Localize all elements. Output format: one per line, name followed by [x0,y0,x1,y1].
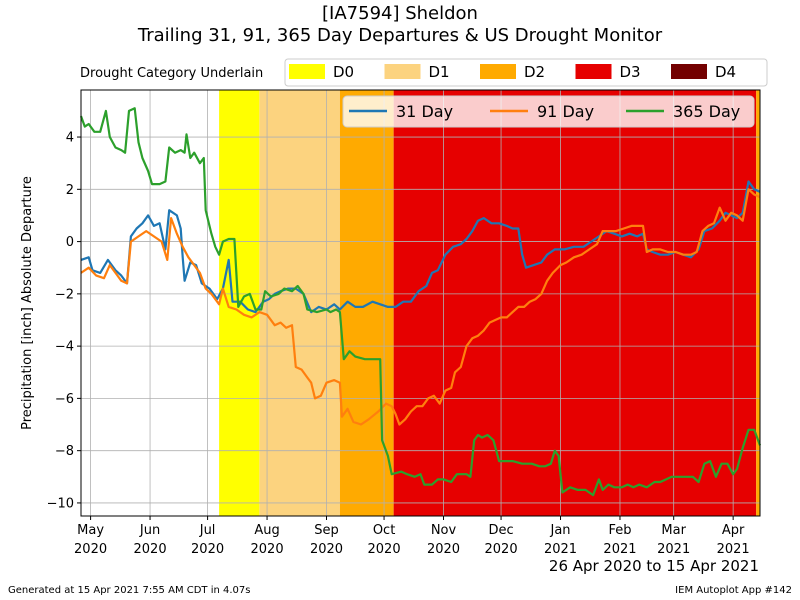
drought-legend-title: Drought Category Underlain [80,66,263,81]
y-tick-label: 4 [66,131,74,146]
drought-legend-label-d2: D2 [524,63,545,81]
y-tick-label: −6 [55,392,74,407]
footer-app-label: IEM Autoplot App #142 [675,585,792,596]
x-tick-label-year: 2021 [657,542,690,557]
x-tick-label-month: Apr [722,523,745,538]
x-tick-label-year: 2020 [310,542,343,557]
x-tick-label-year: 2020 [368,542,401,557]
drought-legend-label-d0: D0 [333,63,354,81]
x-tick-label-year: 2021 [544,542,577,557]
x-tick-label-year: 2020 [427,542,460,557]
drought-legend-swatch-d1 [384,64,421,79]
y-tick-label: 2 [66,183,74,198]
plot-area: −10 −8 −6 −4 −2 0 2 4 May 2020 Jun 2020 Jul 2020 Aug 20… [47,89,762,557]
drought-legend-swatch-d0 [289,64,325,79]
footer-generated-text: Generated at 15 Apr 2021 7:55 AM CDT in … [8,585,251,596]
drought-band-1 [259,90,340,516]
x-tick-label-year: 2020 [134,542,167,557]
drought-legend-label-d4: D4 [715,63,736,81]
plot-frame [80,89,761,517]
y-tick-label: −8 [55,444,74,459]
y-axis-label: Precipitation [inch] Absolute Departure [20,176,35,430]
chart-title-line2: Trailing 31, 91, 365 Day Departures & US… [137,25,663,46]
series-legend-label-2: 365 Day [673,102,740,121]
x-tick-label-month: Oct [373,523,395,538]
drought-legend: D0 D1 D2 D3 D4 [284,58,768,87]
series-line-365-day [79,107,762,497]
drought-legend-swatch-d2 [480,64,516,79]
series-legend-frame [342,95,755,128]
x-tick-label-month: Dec [488,523,513,538]
x-tick-label-month: Jul [199,523,216,538]
series-legend-label-0: 31 Day [396,102,453,121]
x-tick-label-month: Nov [431,523,457,538]
x-tick-label-year: 2020 [485,542,518,557]
x-tick-label-year: 2020 [191,542,224,557]
x-tick-label-month: Feb [608,523,631,538]
x-tick-label-year: 2021 [603,542,636,557]
x-tick-label-month: Mar [661,523,686,538]
x-tick-label-year: 2020 [74,542,107,557]
drought-legend-label-d3: D3 [620,63,641,81]
x-tick-label-year: 2020 [251,542,284,557]
drought-legend-label-d1: D1 [429,63,450,81]
y-tick-label: 0 [66,235,74,250]
drought-band-4 [756,90,760,516]
series-line-91-day [80,188,761,426]
series-legend: 31 Day 91 Day 365 Day [342,95,755,128]
drought-band-3 [393,90,757,516]
y-tick-label: −2 [55,287,74,302]
x-tick-label-month: Jun [139,523,160,538]
drought-legend-swatch-d3 [575,64,612,79]
y-tick-label: −4 [55,340,74,355]
x-tick-label-month: Jan [549,523,570,538]
x-tick-label-month: Aug [254,523,279,538]
x-tick-label-month: May [77,523,104,538]
chart-title-line1: [IA7594] Sheldon [322,3,478,24]
date-range-label: 26 Apr 2020 to 15 Apr 2021 [548,557,759,575]
x-tick-label-month: Sep [314,523,339,538]
drought-legend-swatch-d4 [671,64,707,79]
y-tick-label: −10 [47,496,74,511]
series-legend-label-1: 91 Day [537,102,594,121]
x-tick-label-year: 2021 [717,542,750,557]
